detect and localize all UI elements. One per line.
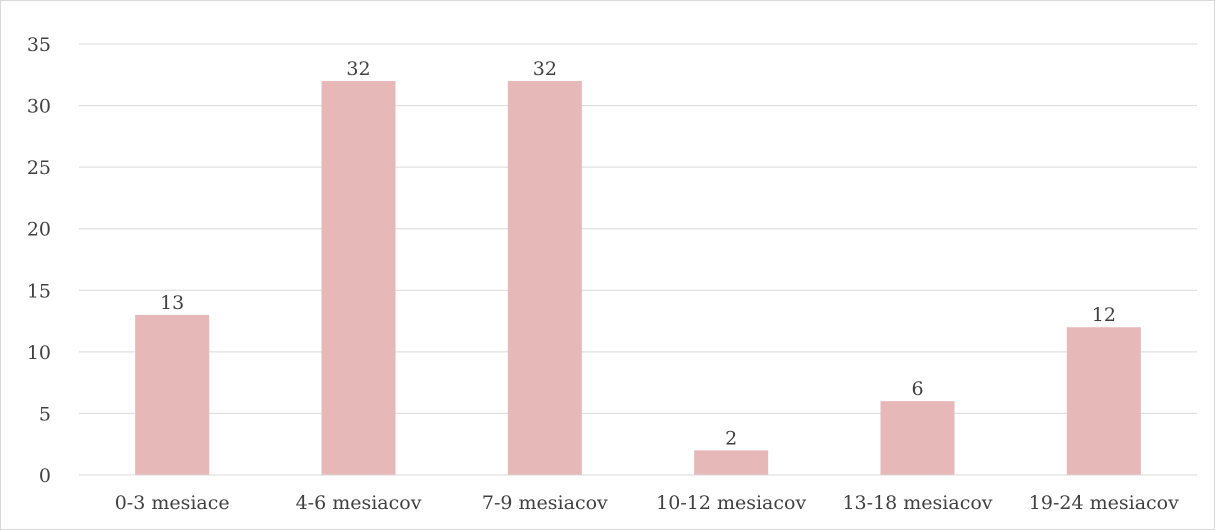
data-labels: 13 32 32 2 6 12 <box>160 58 1116 449</box>
data-label-3: 32 <box>533 58 557 80</box>
y-axis-ticks: 0 5 10 15 20 25 30 35 <box>27 34 51 487</box>
bar-1 <box>135 314 210 475</box>
y-tick-label: 20 <box>27 219 51 241</box>
bar-4 <box>694 450 769 475</box>
category-label-4: 10-12 mesiacov <box>656 492 806 514</box>
gridlines <box>79 43 1197 414</box>
y-tick-label: 0 <box>39 465 51 487</box>
bar-2 <box>321 80 396 475</box>
bar-6 <box>1066 327 1141 475</box>
y-tick-label: 30 <box>27 96 51 118</box>
bar-3 <box>507 80 582 475</box>
category-label-1: 0-3 mesiace <box>115 492 230 514</box>
y-tick-label: 5 <box>39 403 51 425</box>
data-label-6: 12 <box>1092 304 1116 326</box>
data-label-4: 2 <box>725 427 737 449</box>
y-tick-label: 35 <box>27 34 51 56</box>
y-tick-label: 15 <box>27 280 51 302</box>
category-labels: 0-3 mesiace 4-6 mesiacov 7-9 mesiacov 10-12… <box>115 492 1179 514</box>
y-tick-label: 25 <box>27 157 51 179</box>
bar-5 <box>880 401 955 475</box>
data-label-5: 6 <box>911 378 923 400</box>
data-label-1: 13 <box>160 292 184 314</box>
y-tick-label: 10 <box>27 342 51 364</box>
bars <box>135 80 1141 475</box>
category-label-2: 4-6 mesiacov <box>296 492 422 514</box>
data-label-2: 32 <box>346 58 370 80</box>
category-label-6: 19-24 mesiacov <box>1029 492 1179 514</box>
category-label-3: 7-9 mesiacov <box>482 492 608 514</box>
category-label-5: 13-18 mesiacov <box>842 492 992 514</box>
